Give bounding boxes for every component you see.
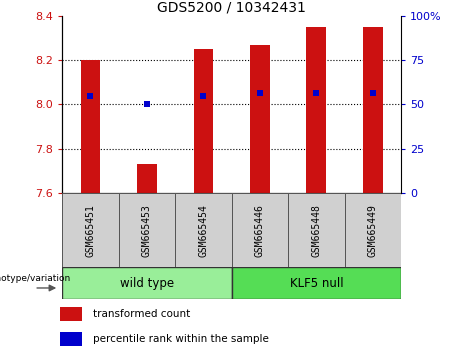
Bar [60,332,82,346]
Text: GSM665451: GSM665451 [85,204,95,257]
Text: wild type: wild type [120,277,174,290]
Bar [231,193,288,267]
Bar [62,193,118,267]
Text: transformed count: transformed count [93,309,190,319]
Bar [307,27,326,193]
Bar [81,60,100,193]
Bar [344,193,401,267]
Text: GSM665448: GSM665448 [311,204,321,257]
Bar [288,193,344,267]
Text: GSM665453: GSM665453 [142,204,152,257]
Bar [194,49,213,193]
Text: GSM665454: GSM665454 [198,204,208,257]
Text: GSM665449: GSM665449 [368,204,378,257]
Bar [118,193,175,267]
Text: percentile rank within the sample: percentile rank within the sample [93,334,269,344]
Bar [60,307,82,321]
Text: GSM665446: GSM665446 [255,204,265,257]
Text: genotype/variation: genotype/variation [0,274,71,283]
Bar [231,267,401,299]
Title: GDS5200 / 10342431: GDS5200 / 10342431 [157,1,306,15]
Bar [62,267,231,299]
Bar [363,27,383,193]
Bar [137,164,157,193]
Bar [250,45,270,193]
Text: KLF5 null: KLF5 null [290,277,343,290]
Bar [175,193,231,267]
